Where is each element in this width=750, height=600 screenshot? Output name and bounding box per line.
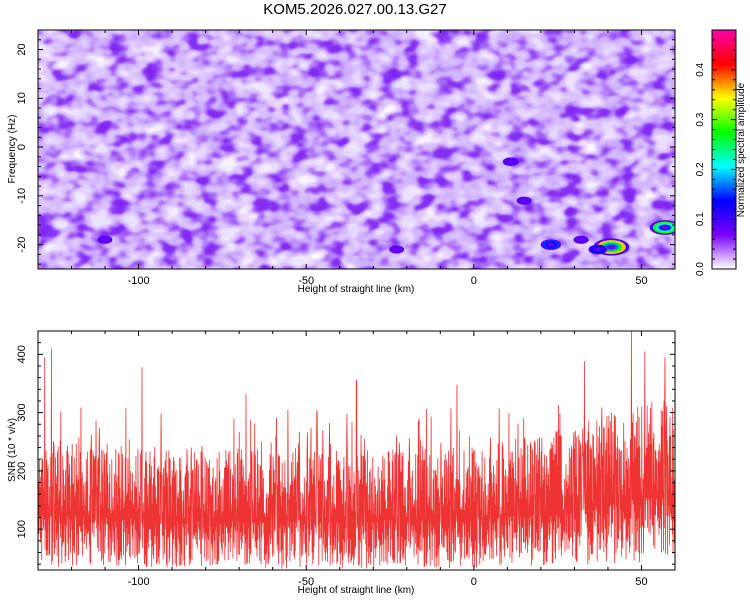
- heatmap-hotspot: [573, 235, 589, 244]
- snr-frame: [37, 330, 676, 571]
- heatmap-hotspot: [97, 235, 113, 244]
- heatmap-xlabel: Height of straight line (km): [298, 284, 415, 295]
- heatmap-frame: [37, 29, 676, 270]
- heatmap-plot-area: [38, 30, 675, 269]
- colorbar-gradient: [712, 30, 736, 269]
- heatmap-y-tick-label: -10: [16, 188, 28, 204]
- hotspot-ring: [579, 238, 584, 241]
- snr-y-tick-label: 300: [16, 403, 28, 421]
- heatmap-ylabel: Frequency (Hz): [7, 115, 18, 184]
- colorbar-tick-label: 0.2: [695, 162, 706, 176]
- heatmap-x-tick-label: -100: [128, 275, 150, 287]
- snr-x-tick-label: 50: [635, 576, 647, 588]
- colorbar-tick-label: 0.3: [695, 112, 706, 126]
- heatmap-hotspot: [540, 239, 562, 250]
- hotspot-ring: [522, 199, 527, 202]
- heatmap-hotspot: [593, 238, 630, 256]
- heatmap-hotspot: [588, 244, 608, 255]
- heatmap-x-tick-label: 50: [635, 275, 647, 287]
- snr-panel: -100 -50 0 50 100 200 300 400 Height of straig…: [7, 330, 676, 596]
- hotspot-ring: [606, 244, 616, 250]
- colorbar-tick-label: 0.1: [695, 212, 706, 226]
- heatmap-y-tick-label: 20: [16, 43, 28, 55]
- hotspot-ring: [508, 160, 513, 163]
- heatmap-y-tick-label: 10: [16, 92, 28, 104]
- snr-y-tick-label: 100: [16, 520, 28, 538]
- hotspot-ring: [394, 248, 399, 251]
- heatmap-hotspot: [502, 157, 519, 166]
- heatmap-y-tick-label: -20: [16, 237, 28, 253]
- heatmap-hotspot: [516, 196, 532, 205]
- heatmap-x-tick-label: -50: [298, 275, 314, 287]
- snr-xlabel: Height of straight line (km): [298, 585, 415, 596]
- snr-x-tick-label: 0: [471, 576, 477, 588]
- snr-y-tick-label: 200: [16, 462, 28, 480]
- colorbar: 0.0 0.1 0.2 0.3 0.4 Normalized spectral ampl…: [695, 29, 747, 276]
- heatmap-hotspot: [649, 220, 675, 235]
- heatmap-y-tick-label: 0: [16, 144, 28, 150]
- heatmap-hotspots: [97, 157, 675, 256]
- figure-title: KOM5.2026.027.00.13.G27: [263, 1, 446, 18]
- snr-ylabel: SNR (10 * v/v): [7, 418, 18, 482]
- hotspot-ring: [661, 225, 669, 230]
- heatmap-hotspot: [389, 245, 405, 254]
- hotspot-ring: [595, 248, 601, 251]
- colorbar-label: Normalized spectral amplitude: [736, 82, 747, 217]
- snr-x-tick-label: -100: [128, 576, 150, 588]
- heatmap-x-tick-label: 0: [471, 275, 477, 287]
- hotspot-ring: [548, 243, 554, 246]
- hotspot-ring: [103, 238, 107, 241]
- snr-series-line: [38, 331, 675, 569]
- colorbar-tick-label: 0.4: [695, 62, 706, 76]
- snr-x-tick-label: -50: [298, 576, 314, 588]
- snr-y-tick-label: 400: [16, 345, 28, 363]
- heatmap-noise-blobs: [38, 30, 675, 269]
- colorbar-tick-label: 0.0: [695, 262, 706, 276]
